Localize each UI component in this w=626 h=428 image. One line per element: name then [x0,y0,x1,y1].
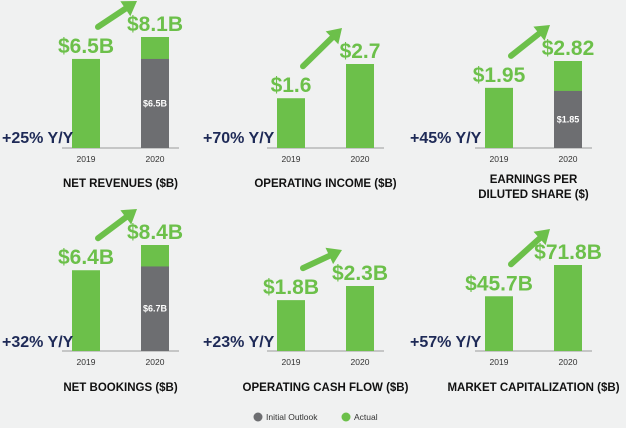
value-label-2019: $6.5B [58,35,114,58]
growth-arrow-shaft [95,3,132,30]
year-label-2019: 2019 [490,154,509,164]
chart-panel-5: $1.8B 2019 $2.3B 2020 +23% Y/Y OPERATING CASH… [203,247,409,394]
growth-arrow-head [533,229,550,246]
value-label-2019: $6.4B [58,246,114,269]
year-label-2019: 2019 [282,154,301,164]
legend: Initial Outlook Actual [253,412,378,422]
chart-title-line-2: DILUTED SHARE ($) [478,189,589,201]
year-label-2020: 2020 [351,154,370,164]
chart-title: OPERATING CASH FLOW ($B) [243,382,409,394]
bar-actual-2019 [72,58,100,148]
value-label-2019: $1.6 [271,74,312,97]
bar-initial-outlook-2020 [141,58,169,148]
bar-initial-outlook-2020 [554,90,582,148]
bar-initial-outlook-2020 [141,266,169,351]
year-label-2020: 2020 [559,154,578,164]
year-label-2020: 2020 [146,154,165,164]
chart-title: NET BOOKINGS ($B) [63,382,178,394]
bar-actual-2020 [346,286,374,351]
growth-arrow-head [120,209,137,225]
legend-initial-outlook-swatch [253,412,263,422]
value-label-2019: $1.8B [263,276,319,299]
year-label-2019: 2019 [490,357,509,367]
value-label-2019: $1.95 [473,64,526,87]
yoy-label: +70% Y/Y [203,130,275,147]
bar-actual-2019 [277,300,305,351]
inner-value-label: $6.5B [143,98,168,108]
bar-actual-2019 [485,87,513,148]
chart-panel-4: $6.4B 2019 $6.7B $8.4B 2020 +32% Y/Y NET BOOKI… [2,209,183,394]
year-label-2020: 2020 [146,357,165,367]
value-label-2020: $2.7 [340,40,381,63]
chart-panel-6: $45.7B 2019 $71.8B 2020 +57% Y/Y MARKET CAPIT… [410,229,620,394]
value-label-2020: $8.4B [127,221,183,244]
bar-actual-2019 [277,98,305,148]
yoy-label: +32% Y/Y [2,334,74,351]
yoy-label: +45% Y/Y [410,130,482,147]
year-label-2019: 2019 [77,357,96,367]
chart-panel-2: $1.6 2019 $2.7 2020 +70% Y/Y OPERATING INCOME… [203,28,397,190]
bar-actual-2020 [346,64,374,148]
growth-arrow-shaft [508,232,546,268]
chart-title: OPERATING INCOME ($B) [254,178,396,190]
growth-arrow-shaft [95,211,132,242]
chart-title: MARKET CAPITALIZATION ($B) [447,382,619,394]
chart-title: EARNINGS PER [490,174,578,186]
year-label-2020: 2020 [559,357,578,367]
growth-arrow-head [325,28,342,45]
growth-arrow-shaft [300,31,338,70]
yoy-label: +57% Y/Y [410,334,482,351]
bar-actual-2019 [485,296,513,351]
chart-panel-3: $1.95 2019 $1.85 $2.82 2020 +45% Y/Y EARNINGS … [410,25,594,201]
bar-actual-2019 [72,270,100,351]
chart-title: NET REVENUES ($B) [63,178,178,190]
growth-arrow-shaft [300,251,336,272]
yoy-label: +25% Y/Y [2,130,74,147]
value-label-2020: $8.1B [127,13,183,36]
legend-actual-label: Actual [354,412,378,422]
inner-value-label: $6.7B [143,304,168,314]
growth-arrow-head [120,1,137,17]
year-label-2020: 2020 [351,357,370,367]
legend-actual-swatch [341,412,351,422]
value-label-2020: $2.82 [542,37,595,60]
value-label-2019: $45.7B [465,272,533,295]
year-label-2019: 2019 [77,154,96,164]
growth-arrow-shaft [508,28,546,59]
growth-arrow-head [533,25,550,41]
bar-actual-2020 [554,265,582,351]
value-label-2020: $2.3B [332,262,388,285]
legend-initial-outlook-label: Initial Outlook [266,412,318,422]
yoy-label: +23% Y/Y [203,334,275,351]
year-label-2019: 2019 [282,357,301,367]
value-label-2020: $71.8B [534,241,602,264]
growth-arrow-head [325,247,342,265]
inner-value-label: $1.85 [557,114,580,124]
chart-panel-1: $6.5B 2019 $6.5B $8.1B 2020 +25% Y/Y NET REVEN… [2,1,183,190]
